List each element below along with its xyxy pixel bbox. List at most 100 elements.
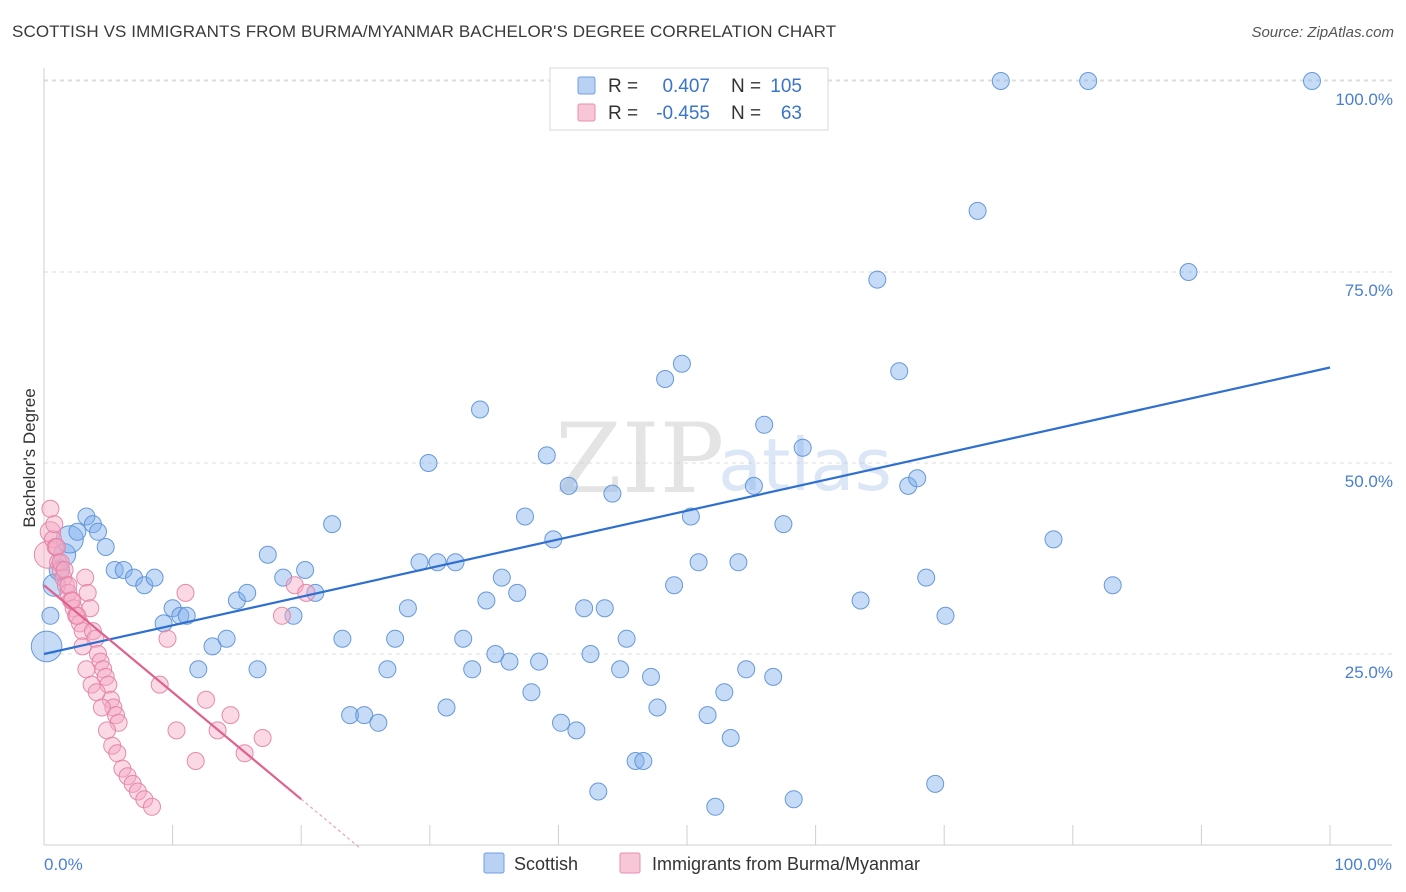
point-burma-41	[98, 721, 116, 740]
gridlines	[44, 79, 1392, 655]
data-points	[30, 72, 1321, 816]
point-scottish-87	[793, 438, 812, 457]
axes	[43, 68, 1392, 846]
point-scottish-12	[114, 561, 133, 579]
stats-r-label-burma: R =	[608, 103, 638, 124]
point-scottish-23	[227, 591, 246, 610]
stats-r-value-scottish: 0.407	[662, 76, 710, 97]
point-burma-29	[45, 515, 64, 534]
trend-line-scottish	[43, 366, 1331, 656]
point-scottish-25	[248, 660, 267, 679]
point-scottish-37	[386, 629, 405, 648]
point-scottish-70	[648, 698, 667, 717]
point-scottish-57	[552, 713, 570, 732]
point-burma-15	[78, 583, 97, 602]
watermark-atlas: atlas	[718, 423, 892, 507]
point-scottish-79	[721, 729, 740, 747]
series-legend: Scottish Immigrants from Burma/Myanmar	[483, 852, 920, 874]
point-burma-39	[87, 683, 106, 702]
point-burma-60	[272, 606, 291, 625]
x-tick-label-min: 0.0%	[44, 855, 83, 874]
stats-r-label-scottish: R =	[608, 76, 638, 97]
point-burma-53	[176, 583, 195, 602]
point-scottish-85	[774, 515, 793, 534]
point-scottish-67	[626, 752, 645, 770]
point-scottish-5	[55, 525, 84, 554]
point-scottish-13	[125, 568, 143, 587]
legend-label-scottish: Scottish	[514, 854, 578, 874]
point-burma-59	[253, 729, 272, 747]
point-burma-51	[158, 629, 177, 648]
point-scottish-17	[163, 599, 182, 618]
point-scottish-0	[30, 630, 63, 663]
point-burma-34	[63, 591, 82, 610]
point-scottish-96	[968, 201, 987, 220]
y-tick-label-100: 100.0%	[1335, 90, 1393, 109]
point-scottish-53	[522, 683, 541, 702]
point-scottish-68	[634, 752, 653, 770]
x-tick-label-max: 100.0%	[1334, 855, 1392, 874]
point-scottish-83	[755, 415, 774, 434]
point-burma-49	[143, 797, 161, 816]
stats-n-value-burma: 63	[781, 103, 802, 124]
point-scottish-71	[656, 370, 675, 388]
stats-legend: R = 0.407 N = 105 R = -0.455 N = 63	[549, 67, 829, 131]
point-scottish-93	[917, 568, 936, 587]
point-scottish-88	[851, 591, 870, 610]
series-burma-points	[33, 499, 316, 816]
stats-swatch-burma	[577, 103, 596, 122]
point-scottish-60	[575, 599, 594, 618]
point-burma-37	[77, 660, 96, 679]
point-scottish-54	[530, 652, 549, 671]
point-scottish-91	[899, 476, 918, 495]
point-scottish-58	[559, 476, 578, 495]
point-scottish-51	[508, 583, 527, 602]
point-burma-17	[83, 622, 102, 641]
point-scottish-38	[398, 599, 417, 618]
point-scottish-97	[991, 72, 1010, 90]
point-burma-50	[150, 675, 169, 694]
point-scottish-44	[454, 629, 473, 648]
point-scottish-10	[96, 538, 115, 556]
point-scottish-81	[737, 660, 756, 679]
point-scottish-100	[1103, 576, 1122, 595]
point-scottish-45	[463, 660, 482, 679]
stats-r-value-burma: -0.455	[656, 103, 710, 124]
series-scottish-points	[30, 72, 1321, 816]
point-scottish-26	[258, 545, 277, 564]
legend-label-burma: Immigrants from Burma/Myanmar	[652, 854, 920, 874]
point-scottish-66	[617, 629, 636, 648]
point-scottish-7	[77, 507, 96, 526]
point-scottish-29	[296, 561, 315, 579]
point-scottish-14	[135, 576, 154, 595]
point-scottish-74	[681, 507, 700, 526]
stats-swatch-scottish	[577, 76, 596, 95]
point-scottish-95	[936, 606, 955, 625]
point-scottish-31	[323, 515, 342, 534]
point-scottish-61	[581, 645, 600, 663]
point-scottish-24	[238, 583, 257, 602]
point-scottish-65	[611, 660, 630, 679]
point-burma-14	[76, 568, 95, 587]
y-tick-label-75: 75.0%	[1345, 281, 1393, 300]
point-burma-54	[186, 752, 205, 770]
point-scottish-9	[89, 522, 107, 541]
point-scottish-101	[1179, 263, 1198, 281]
point-scottish-34	[355, 706, 374, 725]
stats-n-label-burma: N =	[731, 103, 761, 124]
stats-n-label-scottish: N =	[731, 76, 761, 97]
point-scottish-42	[437, 698, 456, 717]
point-burma-57	[221, 706, 240, 725]
point-scottish-22	[217, 629, 236, 648]
y-axis-label: Bachelor's Degree	[20, 388, 39, 527]
point-scottish-6	[68, 522, 87, 541]
point-scottish-52	[516, 507, 534, 526]
point-scottish-21	[203, 637, 222, 656]
point-scottish-48	[486, 645, 505, 663]
point-scottish-76	[698, 706, 717, 725]
point-burma-32	[55, 561, 74, 579]
trend-line-burma-extension	[300, 798, 360, 848]
point-burma-40	[92, 698, 111, 717]
point-burma-55	[197, 690, 215, 709]
point-burma-47	[128, 782, 147, 801]
